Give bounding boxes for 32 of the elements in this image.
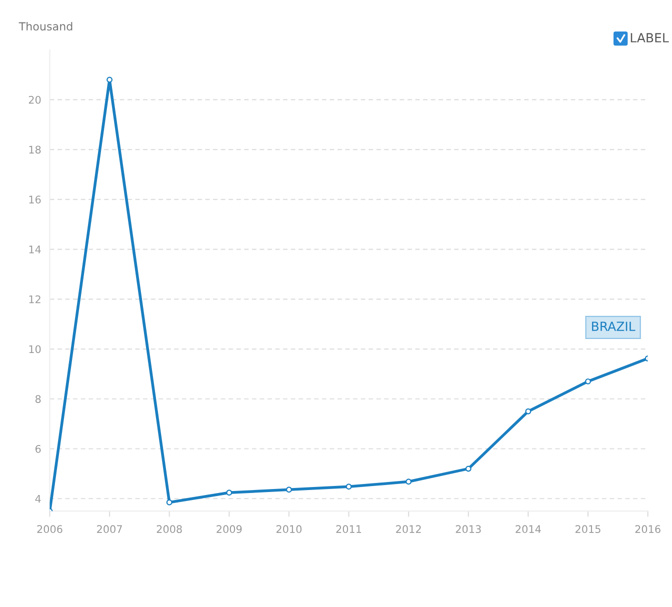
y-tick-label: 8 [35, 395, 41, 403]
text: BRAZIL [592, 322, 636, 331]
point [346, 484, 352, 490]
x-tick-label: 2007 [97, 525, 122, 534]
point [525, 408, 532, 414]
x-tick-label: 2010 [276, 525, 302, 534]
x-tick-label: 2009 [216, 525, 242, 534]
y-tick-label: 10 [29, 345, 41, 354]
point [226, 490, 232, 496]
y-tick-label: 4 [35, 494, 41, 503]
point [465, 466, 472, 472]
x-tick-label: 2006 [37, 525, 62, 534]
point [166, 499, 172, 506]
y-tick-label: 20 [28, 96, 41, 104]
x-tick-label: 2015 [576, 525, 600, 534]
y-axis-title: Thousand [18, 22, 72, 31]
y-tick-label: 16 [29, 196, 41, 204]
point [286, 486, 292, 493]
point [106, 76, 113, 83]
x-tick-label: 2016 [635, 525, 660, 534]
point [585, 378, 591, 384]
x-tick-label: 2012 [396, 525, 421, 534]
point [406, 478, 412, 485]
x-tick-label: 2013 [456, 525, 481, 534]
y-tick-label: 6 [35, 444, 41, 453]
text: LABEL [630, 33, 669, 42]
y-tick-label: 12 [29, 295, 40, 304]
y-tick-label: 18 [29, 146, 41, 154]
x-tick-label: 2014 [516, 525, 541, 534]
x-tick-label: 2011 [336, 525, 362, 534]
x-tick-label: 2008 [156, 525, 182, 534]
y-tick-label: 14 [29, 246, 41, 254]
